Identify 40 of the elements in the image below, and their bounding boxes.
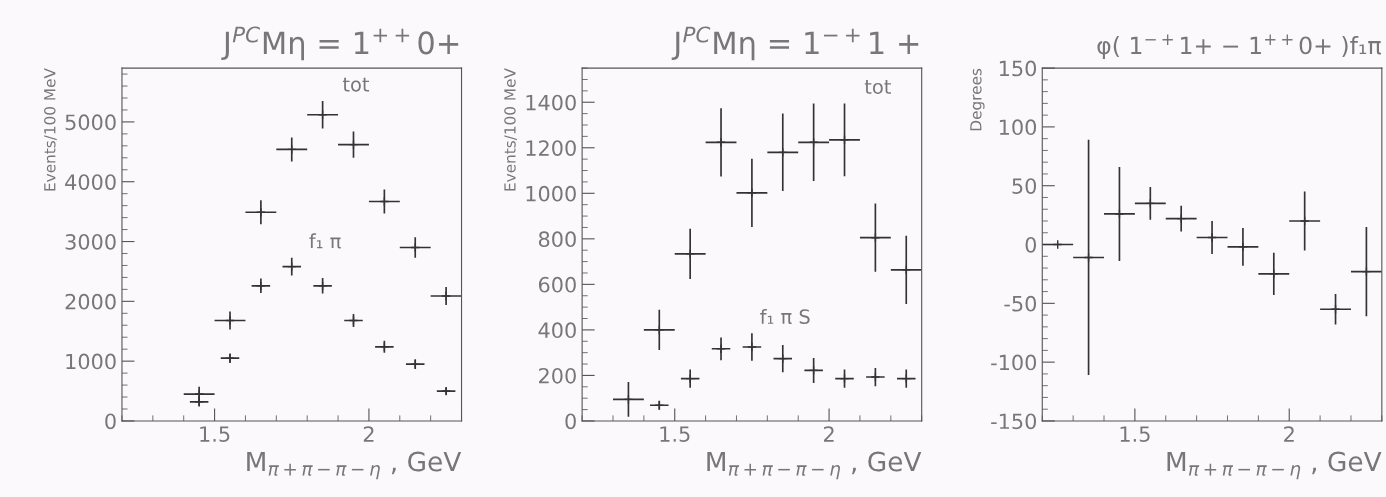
chart-title: J$^{PC}$Mη = 1$^{−+}$1 + <box>671 26 919 61</box>
x-tick-label: 2 <box>1284 426 1294 442</box>
x-tick-label: 1.5 <box>660 426 690 442</box>
text: tot <box>864 80 891 95</box>
x-tick-label: 1.5 <box>200 426 230 442</box>
y-tick-label: 100 <box>999 119 1037 136</box>
chart-title: φ( 1$^{−+}$1+ − 1$^{++}$0+ )f₁π <box>1097 34 1381 59</box>
y-tick-label: -100 <box>991 354 1037 371</box>
x-axis-title: M$_{π+π−π−η}$ , GeV <box>707 451 922 480</box>
y-tick-label: 4000 <box>65 174 116 190</box>
y-tick-label: 0 <box>565 413 576 430</box>
y-tick-label: -150 <box>991 413 1037 430</box>
y-tick-label: 800 <box>538 231 576 248</box>
y-axis-title: Events/100 MeV <box>504 68 517 191</box>
y-tick-label: 150 <box>999 60 1037 77</box>
y-tick-label: 400 <box>538 322 576 339</box>
y-tick-label: 1400 <box>526 94 576 111</box>
y-tick-label: 200 <box>539 367 576 384</box>
y-tick-label: 1200 <box>526 140 576 156</box>
chart-title: J$^{PC}$Mη = 1$^{++}$0+ <box>221 26 459 61</box>
x-tick-label: 2 <box>823 426 834 442</box>
series-label: tot <box>342 77 370 92</box>
y-tick-label: 3000 <box>65 233 116 250</box>
series-label: f₁ π S <box>760 308 810 325</box>
y-tick-label: 2000 <box>65 293 116 310</box>
y-tick-label: 50 <box>1012 178 1037 194</box>
series-label: f₁ π <box>309 233 341 249</box>
y-tick-label: 1000 <box>526 185 576 202</box>
x-axis-title: M$_{π+π−π−η}$ , GeV <box>1167 451 1382 480</box>
x-tick-label: 1.5 <box>1120 426 1150 442</box>
x-axis-title: M$_{π+π−π−η}$ , GeV <box>247 451 462 480</box>
y-tick-label: 5000 <box>65 114 116 131</box>
y-tick-label: 600 <box>538 276 576 293</box>
y-axis-title: Events/100 MeV <box>44 68 57 191</box>
y-tick-label: -50 <box>1004 295 1037 312</box>
x-tick-label: 2 <box>363 426 374 442</box>
y-tick-label: 0 <box>105 413 116 430</box>
y-axis-title: Degrees <box>970 68 985 131</box>
y-tick-label: 1000 <box>66 353 116 370</box>
y-tick-label: 0 <box>1025 236 1037 253</box>
